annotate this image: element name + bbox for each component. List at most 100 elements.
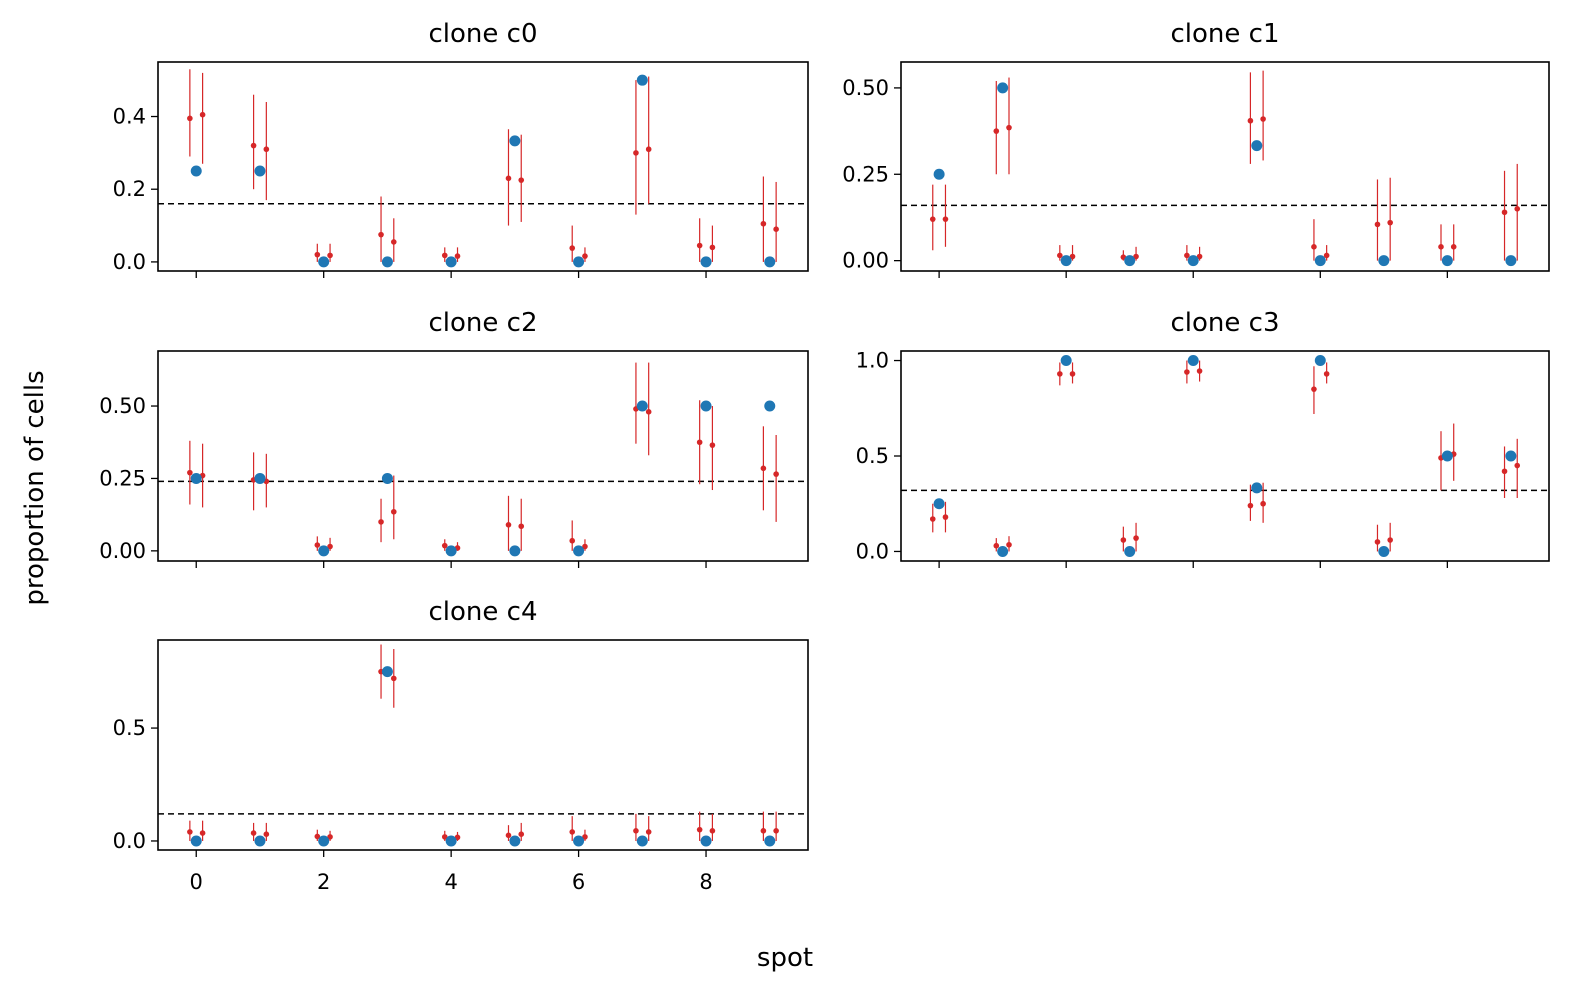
- estimate-point: [1374, 539, 1381, 545]
- y-tick-label: 0.25: [99, 466, 146, 490]
- observed-point: [1251, 140, 1263, 152]
- y-tick-label: 0.0: [113, 250, 146, 274]
- observed-point: [509, 545, 521, 557]
- estimate-point: [929, 216, 936, 222]
- estimate-point: [250, 142, 257, 149]
- observed-point: [1187, 255, 1199, 267]
- estimate-point: [1323, 371, 1330, 377]
- axes-frame: [157, 61, 809, 272]
- estimate-point: [327, 834, 333, 840]
- observed-point: [318, 256, 330, 268]
- x-tick-label: 0: [190, 870, 203, 894]
- observed-point: [1124, 255, 1136, 267]
- y-tick-label: 0.0: [856, 539, 889, 563]
- observed-point: [1187, 355, 1199, 367]
- estimate-point: [645, 829, 652, 835]
- estimate-point: [263, 146, 270, 153]
- observed-point: [509, 835, 521, 847]
- x-tick-label: 8: [699, 870, 712, 894]
- estimate-point: [327, 252, 333, 259]
- axes-frame: [157, 639, 809, 851]
- estimate-point: [518, 831, 525, 837]
- estimate-point: [1514, 462, 1521, 469]
- estimate-point: [645, 409, 652, 415]
- estimate-point: [582, 253, 588, 259]
- estimate-point: [327, 543, 333, 550]
- observed-point: [1060, 255, 1072, 267]
- estimate-point: [1069, 253, 1076, 260]
- x-tick-label: 6: [572, 870, 585, 894]
- observed-point: [1314, 355, 1326, 367]
- observed-point: [381, 666, 393, 678]
- estimate-point: [760, 828, 767, 834]
- estimate-point: [773, 471, 779, 477]
- y-tick-label: 1.0: [856, 349, 889, 373]
- estimate-point: [1438, 244, 1444, 250]
- estimate-point: [390, 675, 397, 682]
- y-tick-label: 0.0: [113, 829, 146, 853]
- estimate-point: [187, 469, 193, 476]
- observed-point: [1314, 255, 1326, 267]
- figure-ylabel: proportion of cells: [20, 370, 50, 605]
- estimate-point: [1120, 537, 1127, 543]
- panel-title: clone c3: [1170, 308, 1279, 338]
- estimate-point: [314, 542, 321, 548]
- estimate-point: [1069, 371, 1076, 377]
- observed-point: [573, 256, 585, 268]
- estimate-point: [942, 216, 949, 222]
- panel-0: clone c0 0.0 0.2 0.4: [113, 19, 809, 278]
- estimate-point: [645, 146, 652, 153]
- estimate-point: [1006, 124, 1012, 131]
- estimate-point: [441, 252, 448, 259]
- observed-point: [1378, 545, 1390, 557]
- x-tick-label: 4: [444, 870, 457, 894]
- estimate-point: [505, 832, 512, 839]
- estimate-point: [760, 220, 767, 227]
- estimate-point: [773, 226, 779, 232]
- observed-point: [190, 835, 202, 847]
- observed-point: [445, 545, 457, 557]
- estimate-point: [993, 542, 1000, 549]
- estimate-point: [582, 543, 588, 550]
- estimate-point: [250, 830, 257, 836]
- observed-point: [1378, 255, 1390, 267]
- estimate-point: [378, 519, 384, 525]
- estimate-point: [505, 175, 512, 182]
- estimate-point: [1311, 244, 1317, 250]
- observed-point: [445, 835, 457, 847]
- estimate-point: [1133, 535, 1139, 541]
- estimate-point: [582, 834, 588, 840]
- panel-title: clone c2: [428, 308, 537, 338]
- observed-point: [254, 835, 266, 847]
- observed-point: [700, 400, 712, 412]
- y-tick-label: 0.5: [856, 444, 889, 468]
- estimate-point: [773, 828, 779, 834]
- y-tick-label: 0.2: [113, 177, 146, 201]
- observed-point: [318, 835, 330, 847]
- estimate-point: [1247, 117, 1254, 124]
- observed-point: [190, 472, 202, 484]
- observed-point: [254, 472, 266, 484]
- observed-point: [381, 256, 393, 268]
- observed-point: [445, 256, 457, 268]
- estimate-point: [696, 242, 703, 249]
- observed-point: [764, 400, 776, 412]
- estimate-point: [1057, 371, 1063, 377]
- estimate-point: [187, 115, 193, 122]
- panel-title: clone c1: [1170, 19, 1279, 49]
- estimate-point: [518, 523, 525, 530]
- axes-frame: [900, 61, 1550, 272]
- estimate-point: [1374, 221, 1381, 228]
- estimate-point: [1247, 502, 1254, 509]
- observed-point: [636, 74, 648, 86]
- estimate-point: [696, 826, 703, 833]
- estimate-point: [1184, 369, 1190, 375]
- y-tick-label: 0.00: [842, 249, 889, 273]
- y-tick-label: 0.50: [99, 394, 146, 418]
- estimate-point: [942, 514, 949, 520]
- estimate-point: [709, 442, 716, 448]
- panel-3: clone c3 0.0 0.5 1.0: [856, 308, 1550, 568]
- estimate-point: [1133, 253, 1139, 260]
- observed-point: [700, 835, 712, 847]
- estimate-point: [441, 834, 448, 840]
